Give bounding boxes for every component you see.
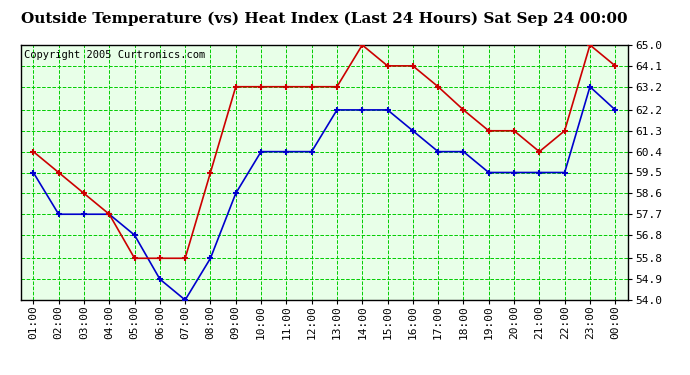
Text: Copyright 2005 Curtronics.com: Copyright 2005 Curtronics.com (23, 50, 205, 60)
Text: Outside Temperature (vs) Heat Index (Last 24 Hours) Sat Sep 24 00:00: Outside Temperature (vs) Heat Index (Las… (21, 11, 628, 26)
